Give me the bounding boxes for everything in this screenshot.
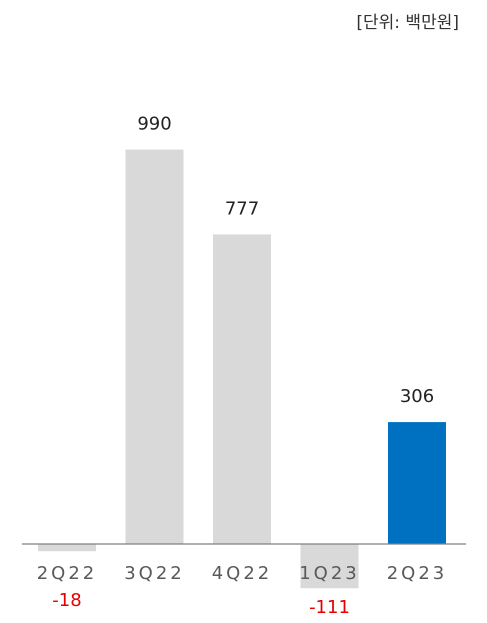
bar-2Q23 [388,422,446,544]
value-label-1Q23: -111 [309,597,350,618]
category-label-2Q23: 2Q23 [387,563,448,584]
bar-1Q23 [300,544,359,589]
value-label-4Q22: 777 [225,198,259,219]
bar-4Q22 [213,234,271,544]
category-label-4Q22: 4Q22 [212,563,273,584]
bars-layer [38,149,446,589]
value-label-2Q22: -18 [52,590,81,611]
bar-2Q22 [38,544,96,552]
value-label-3Q22: 990 [137,114,171,135]
bar-3Q22 [125,149,184,545]
labels-layer: 2Q22 -18 3Q22 990 4Q22 777 1Q23 -111 2Q23 306 [37,114,448,619]
category-label-3Q22: 3Q22 [124,563,185,584]
category-label-1Q23: 1Q23 [299,563,360,584]
unit-label: [단위: 백만원] [356,13,459,33]
category-label-2Q22: 2Q22 [37,563,98,584]
value-label-2Q23: 306 [400,386,434,407]
